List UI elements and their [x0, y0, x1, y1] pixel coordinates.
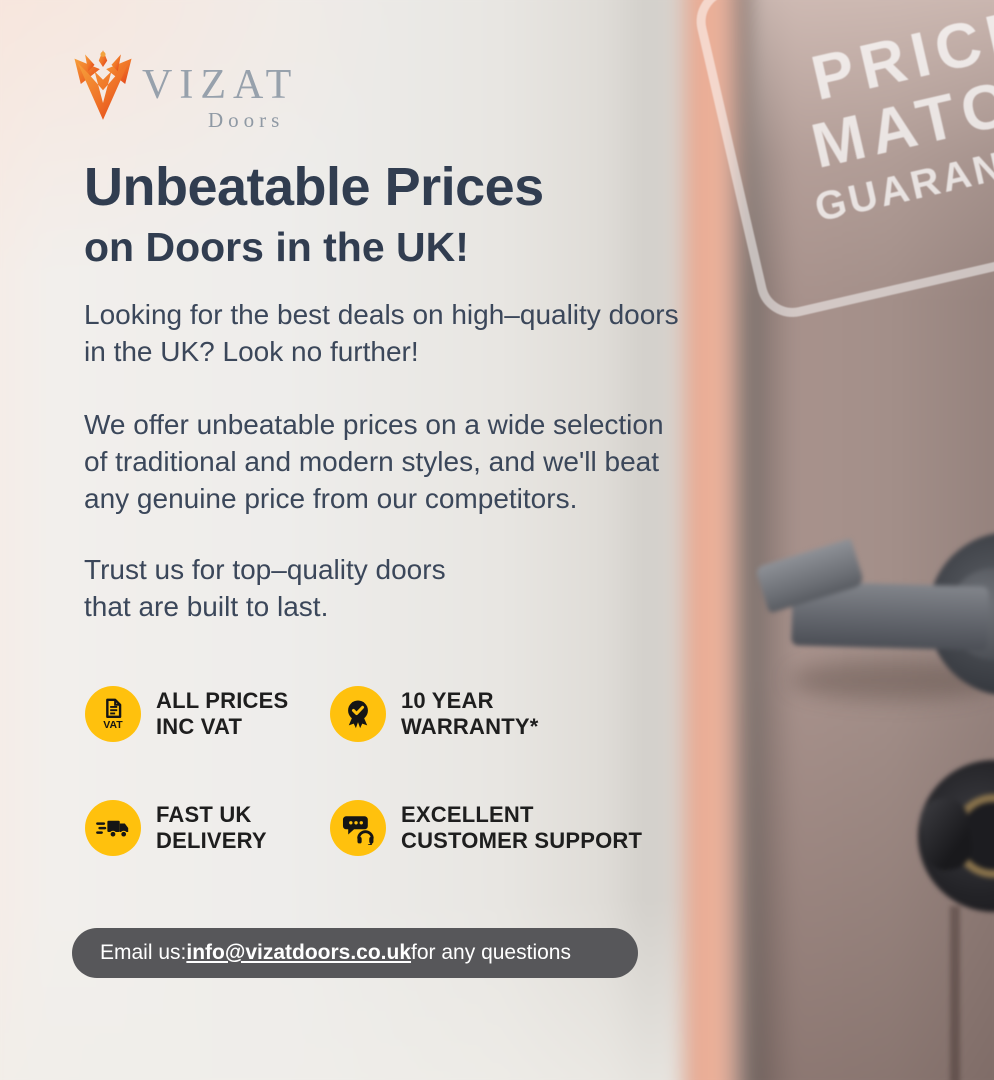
delivery-truck-icon	[85, 800, 141, 856]
feature-label: ALL PRICES INC VAT	[156, 688, 289, 739]
trust-paragraph: Trust us for top–quality doors that are …	[84, 554, 446, 622]
warranty-medal-icon	[330, 686, 386, 742]
logo-sub-name: Doors	[207, 108, 285, 132]
customer-support-icon	[330, 800, 386, 856]
feature-all-prices-inc-vat: VAT ALL PRICES INC VAT	[85, 686, 288, 742]
intro-paragraph: Looking for the best deals on high–quali…	[84, 299, 679, 367]
feature-label: 10 YEAR WARRANTY*	[401, 688, 539, 739]
feature-fast-uk-delivery: FAST UK DELIVERY	[85, 800, 267, 856]
logo-brand-name: VIZAT	[142, 62, 299, 108]
email-contact-bar: Email us: info@vizatdoors.co.uk for any …	[72, 928, 638, 978]
vat-invoice-icon: VAT	[85, 686, 141, 742]
vizat-crown-v-icon	[74, 50, 132, 120]
email-suffix: for any questions	[411, 941, 571, 964]
feature-label: FAST UK DELIVERY	[156, 802, 267, 853]
top-left-pink-tint	[0, 0, 400, 280]
feature-10-year-warranty: 10 YEAR WARRANTY*	[330, 686, 538, 742]
email-link[interactable]: info@vizatdoors.co.uk	[186, 941, 412, 964]
vizat-logo: VIZAT Doors	[70, 48, 298, 133]
door-edge-seam	[950, 906, 960, 1080]
email-prefix: Email us:	[100, 941, 187, 964]
feature-excellent-customer-support: EXCELLENT CUSTOMER SUPPORT	[330, 800, 642, 856]
feature-label: EXCELLENT CUSTOMER SUPPORT	[401, 802, 643, 853]
svg-text:VAT: VAT	[103, 720, 123, 731]
offer-paragraph: We offer unbeatable prices on a wide sel…	[84, 409, 664, 514]
headline-line1: Unbeatable Prices	[84, 157, 544, 217]
logo-wordmark: VIZAT Doors	[142, 48, 298, 133]
headline-line2: on Doors in the UK!	[84, 224, 469, 270]
